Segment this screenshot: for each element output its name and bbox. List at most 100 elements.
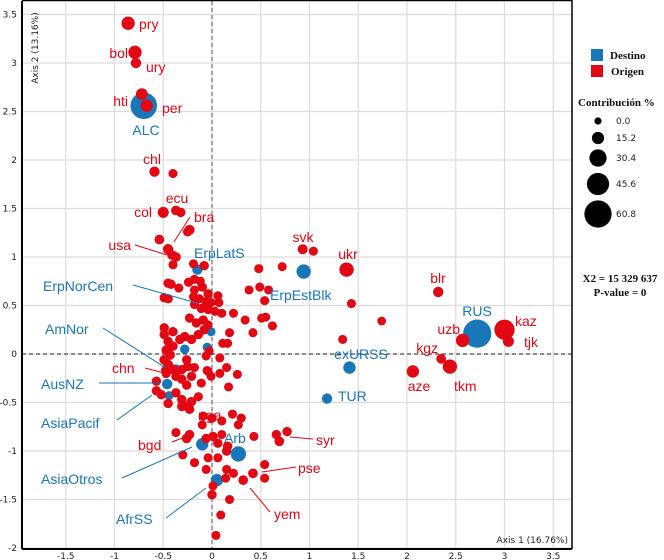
point-label-bra: bra <box>194 209 214 225</box>
y-tick-label: -1.5 <box>0 496 17 506</box>
destino-point-Arb <box>230 446 246 462</box>
origen-point-nga <box>207 413 217 423</box>
point-label-syr: syr <box>316 432 335 448</box>
origen-point <box>254 264 264 274</box>
origen-point <box>208 481 218 491</box>
y-tick-label: 0.5 <box>3 302 17 312</box>
origen-point <box>189 458 199 468</box>
destino-point-RUS <box>463 319 492 348</box>
origen-point <box>171 428 181 438</box>
chi2-stat: X2 = 15 329 637 <box>583 273 658 285</box>
point-label-uzb: uzb <box>437 321 460 337</box>
point-label-ALC: ALC <box>132 122 159 138</box>
origen-point <box>189 300 199 310</box>
origen-point <box>171 388 181 398</box>
origen-point <box>182 227 193 237</box>
leader-line-AfrSS <box>165 487 207 519</box>
size-legend-label: 45.6 <box>616 180 636 190</box>
point-label-pry: pry <box>139 16 158 32</box>
size-legend-circle <box>584 200 612 228</box>
origen-point-kgz <box>436 353 446 364</box>
point-label-AfrSS: AfrSS <box>116 511 153 527</box>
origen-point-uzb <box>455 333 470 348</box>
origen-point <box>227 409 238 419</box>
point-label-ecu: ecu <box>166 190 189 206</box>
origen-point-ukr <box>339 262 354 277</box>
size-legend-circle <box>586 172 610 196</box>
size-legend-circle <box>594 117 602 125</box>
origen-point <box>189 363 199 373</box>
point-label-ukr: ukr <box>338 246 358 262</box>
origen-point <box>197 282 207 292</box>
origen-point <box>377 316 387 326</box>
destino-point-ErpEstBlk <box>296 264 311 279</box>
origen-point <box>277 262 287 272</box>
origen-point <box>163 398 173 409</box>
p-value: P-value = 0 <box>594 287 647 299</box>
point-label-nga: nga <box>198 407 222 423</box>
origen-point <box>168 326 178 337</box>
origen-point <box>196 378 206 388</box>
origen-point <box>177 401 187 412</box>
origen-point <box>201 351 211 361</box>
origen-point <box>201 464 211 474</box>
point-label-hti: hti <box>113 93 128 109</box>
point-label-tkm: tkm <box>454 378 477 394</box>
legend-swatch-origen <box>591 65 603 77</box>
point-label-blr: blr <box>430 270 446 286</box>
origen-point <box>213 453 223 463</box>
origen-point <box>174 283 184 293</box>
origen-point <box>186 396 197 407</box>
point-label-AmNor: AmNor <box>45 321 89 337</box>
y-tick-label: -2 <box>8 544 17 554</box>
origen-point <box>221 446 232 456</box>
point-label-kaz: kaz <box>515 313 537 329</box>
origen-point <box>215 353 225 363</box>
origen-point-per <box>140 99 153 112</box>
origen-point-blr <box>433 286 444 298</box>
origen-point <box>249 431 259 441</box>
point-label-ErpLatS: ErpLatS <box>194 245 245 261</box>
origen-point <box>232 369 242 379</box>
size-legend-circle <box>591 131 605 145</box>
origen-point <box>221 473 231 483</box>
origen-point-pry <box>121 16 135 30</box>
point-label-Arb: Arb <box>224 430 246 446</box>
origen-point <box>193 392 203 402</box>
origen-point <box>223 338 233 348</box>
origen-point <box>203 289 213 299</box>
point-label-pse: pse <box>298 460 321 476</box>
origen-point-tjk <box>502 335 514 347</box>
x-tick-label: -1.5 <box>57 552 75 560</box>
point-label-bgd: bgd <box>138 437 161 453</box>
origen-point <box>189 285 199 295</box>
origen-point-kaz <box>494 319 515 340</box>
origen-point <box>260 296 270 306</box>
origen-point <box>151 376 162 386</box>
origen-point <box>197 420 207 430</box>
origen-point <box>186 371 197 382</box>
origen-point <box>207 489 217 500</box>
axes: -1.5 -1 -0.5 0 0.5 1 1.5 2 2.5 3 3.5 -2 -1.5 -1 -0.5 0 0… <box>0 0 573 560</box>
point-label-col: col <box>134 204 152 220</box>
origen-point <box>210 306 220 316</box>
origen-point <box>168 260 178 270</box>
point-label-exURSS: exURSS <box>334 346 388 362</box>
origen-point <box>175 334 185 345</box>
origen-point-aze <box>406 365 420 378</box>
legend-label-destino: Destino <box>610 50 646 62</box>
origen-point <box>217 429 227 440</box>
x-tick-label: 2.5 <box>449 552 463 560</box>
origen-point <box>346 299 356 309</box>
point-label-RUS: RUS <box>462 303 492 319</box>
origen-point-hti <box>135 88 148 100</box>
y-tick-label: 2 <box>11 156 17 166</box>
origen-point <box>248 328 258 338</box>
leader-line-AmNor <box>102 327 167 369</box>
origen-point <box>264 285 274 295</box>
origen-point <box>199 261 209 271</box>
origen-point <box>154 234 165 245</box>
origen-point <box>308 246 318 256</box>
origen-point <box>208 431 218 442</box>
